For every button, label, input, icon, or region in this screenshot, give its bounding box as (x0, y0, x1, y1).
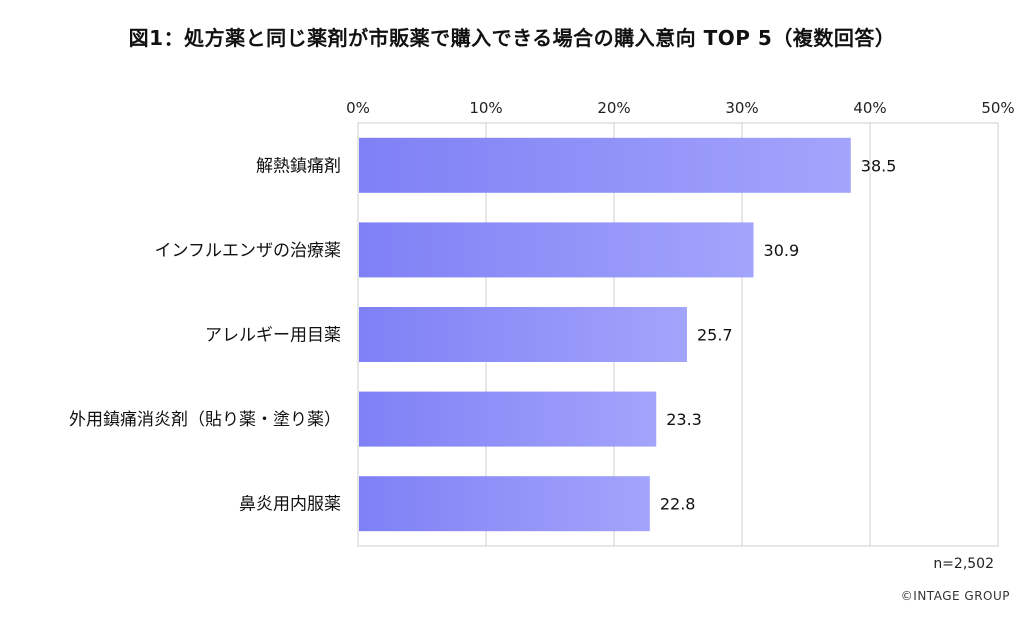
data-label: 38.5 (861, 156, 897, 175)
bar (359, 391, 657, 447)
bar (359, 137, 851, 193)
tick-label-layer: 0% 10% 20% 30% 40% 50% (346, 99, 1015, 117)
category-label: 鼻炎用内服薬 (239, 495, 341, 515)
x-tick-label: 30% (725, 99, 758, 117)
data-label: 30.9 (764, 241, 800, 260)
sample-size-note: n=2,502 (933, 556, 994, 572)
category-label-layer: 解熱鎮痛剤インフルエンザの治療薬アレルギー用目薬外用鎮痛消炎剤（貼り薬・塗り薬）… (69, 156, 341, 514)
x-tick-label: 20% (597, 99, 630, 117)
x-tick-label: 0% (346, 99, 370, 117)
plot-area-frame (357, 122, 999, 547)
data-label: 23.3 (666, 410, 702, 429)
x-tick-label: 40% (853, 99, 886, 117)
category-label: 解熱鎮痛剤 (256, 156, 341, 176)
data-label: 25.7 (697, 326, 733, 345)
category-label: アレルギー用目薬 (205, 326, 341, 346)
data-label: 22.8 (660, 495, 696, 514)
bar-layer (359, 137, 851, 532)
x-tick-label: 10% (469, 99, 502, 117)
bar (359, 307, 687, 362)
chart-title: 図1：処方薬と同じ薬剤が市販薬で購入できる場合の購入意向 TOP 5（複数回答） (128, 26, 896, 50)
bar (359, 222, 754, 278)
category-label: 外用鎮痛消炎剤（貼り薬・塗り薬） (69, 409, 341, 430)
data-label-layer: 38.5 30.9 25.7 23.3 22.8 (660, 156, 897, 513)
x-tick-label: 50% (981, 99, 1014, 117)
copyright-label: ©INTAGE GROUP (900, 589, 1010, 603)
category-label: インフルエンザの治療薬 (155, 241, 342, 261)
bar (359, 476, 650, 532)
